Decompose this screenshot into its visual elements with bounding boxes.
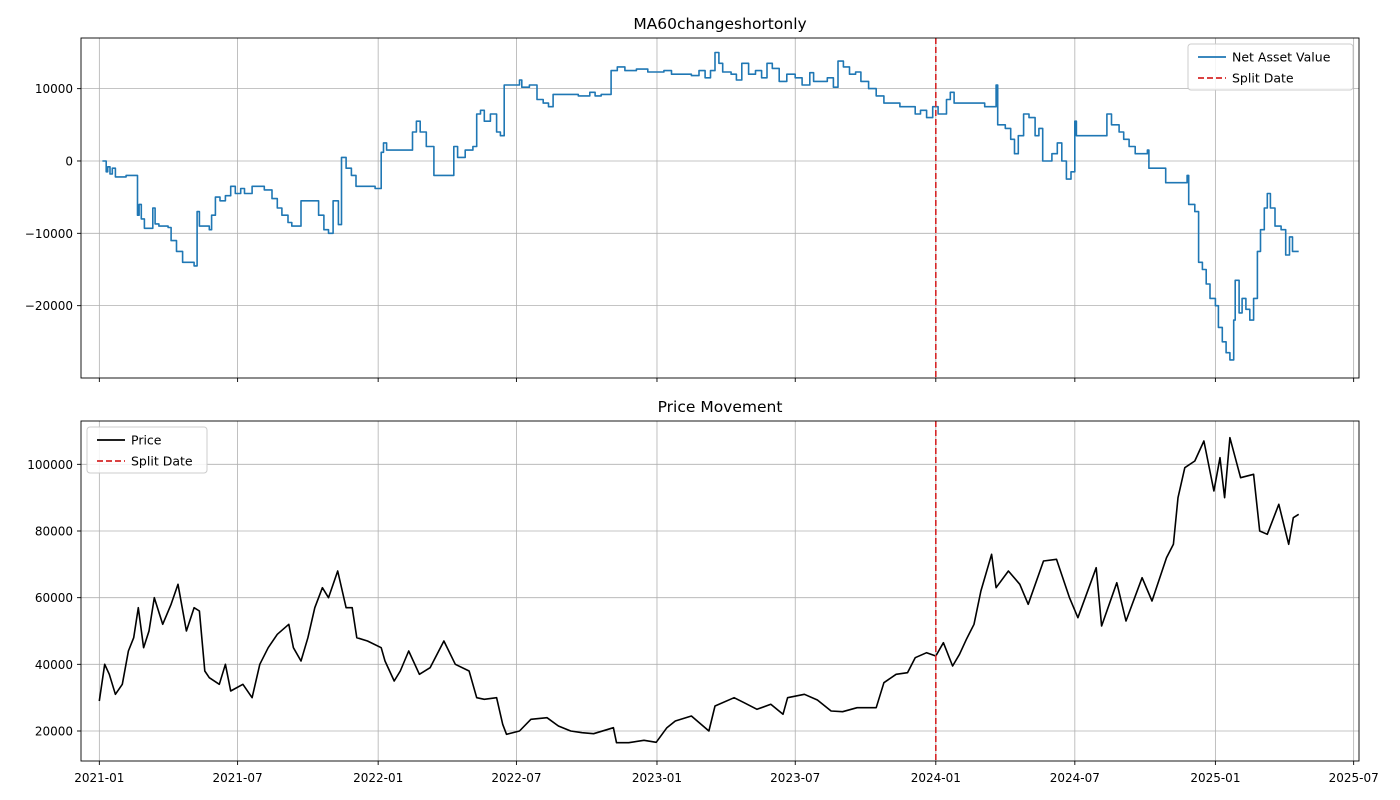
chart2-xtick-label-2025-01: 2025-01	[1190, 771, 1240, 785]
chart2-ytick-label-40000: 40000	[35, 658, 73, 672]
chart2-xtick-label-2024-07: 2024-07	[1050, 771, 1100, 785]
chart2-xtick-label-2021-07: 2021-07	[213, 771, 263, 785]
chart2-ytick-label-20000: 20000	[35, 725, 73, 739]
chart2-legend-label-split-date: Split Date	[131, 454, 193, 469]
chart1-ytick-label-20000: −20000	[25, 299, 73, 313]
chart2-legend: Price Split Date	[86, 426, 208, 474]
chart2-ytick-label-60000: 60000	[35, 591, 73, 605]
price-chart-panel: 2021-01 2021-07 2022-01 2022-07 2023-01 2023-…	[27, 398, 1379, 785]
chart1-axes-frame	[80, 37, 1360, 379]
chart1-legend-label-split-date: Split Date	[1232, 71, 1294, 86]
chart2-ytick-label-100000: 100000	[27, 458, 73, 472]
chart1-legend-box	[1187, 43, 1354, 91]
chart1-ytick-label-0: 0	[65, 154, 73, 168]
chart1-series-net-asset-value	[102, 51, 1299, 361]
chart2-xtick-label-2023-01: 2023-01	[632, 771, 682, 785]
chart2-xtick-label-2022-07: 2022-07	[491, 771, 541, 785]
chart1-legend: Net Asset Value Split Date	[1187, 43, 1354, 91]
chart2-xtick-label-2023-07: 2023-07	[770, 771, 820, 785]
nav-chart-panel: 10000 0 −10000 −20000 MA60changeshortonly Net…	[25, 15, 1360, 382]
chart2-xtick-label-2024-01: 2024-01	[911, 771, 961, 785]
chart2-series-price	[98, 436, 1300, 744]
chart2-title: Price Movement	[658, 398, 783, 416]
chart2-xtick-label-2025-07: 2025-07	[1329, 771, 1379, 785]
chart1-ytick-label-10000: −10000	[25, 227, 73, 241]
chart1-ytick-label-10000: 10000	[35, 82, 73, 96]
chart1-title: MA60changeshortonly	[633, 15, 806, 33]
chart2-ytick-label-80000: 80000	[35, 525, 73, 539]
chart2-xtick-label-2022-01: 2022-01	[353, 771, 403, 785]
chart2-axes-frame	[80, 420, 1360, 762]
chart1-legend-label-net-asset-value: Net Asset Value	[1232, 50, 1331, 65]
chart2-legend-label-price: Price	[131, 433, 162, 448]
chart2-xtick-label-2021-01: 2021-01	[74, 771, 124, 785]
